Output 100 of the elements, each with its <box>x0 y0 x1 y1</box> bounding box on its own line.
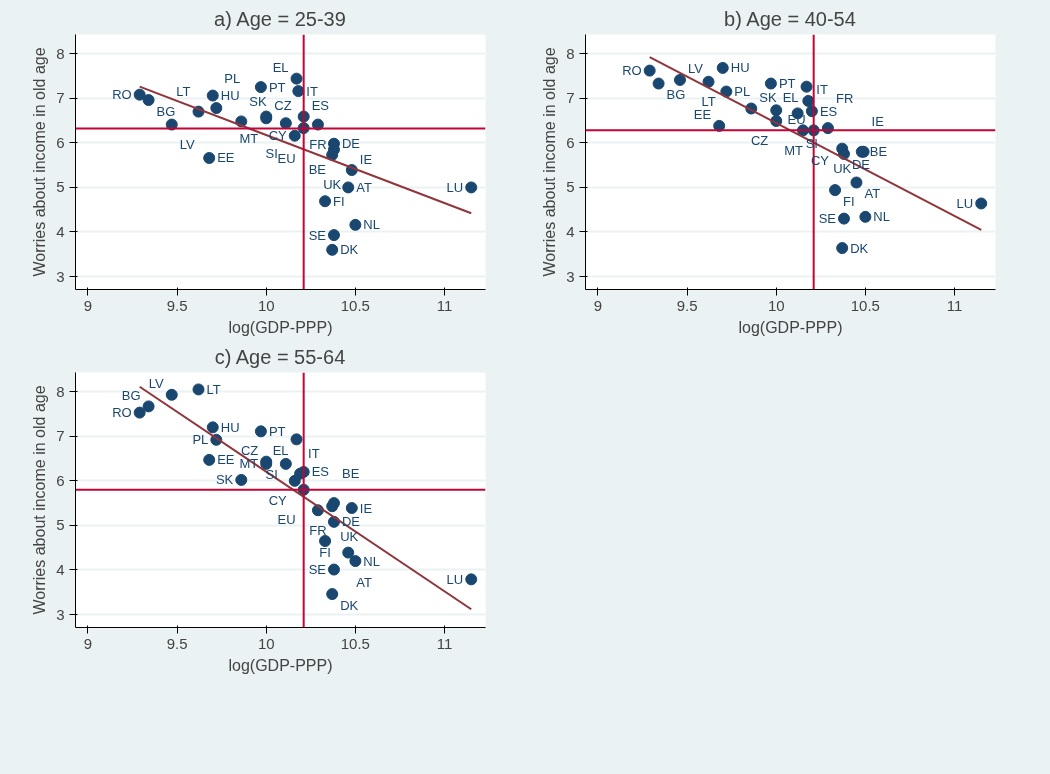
annotation: IT <box>306 83 318 99</box>
annotation: CZ <box>240 443 259 459</box>
annotation: RO <box>622 63 642 79</box>
annotation: PT <box>268 79 286 95</box>
annotation: FI <box>333 193 345 209</box>
x-tick-label: 10.5 <box>340 296 370 314</box>
annotation: LU <box>956 195 974 211</box>
annotation: BG <box>121 387 141 403</box>
annotation: DK <box>340 242 359 258</box>
annotation: ES <box>311 98 330 114</box>
annotation: SK <box>759 90 777 105</box>
x-tick-label: 9.5 <box>676 296 698 314</box>
annotation: ES <box>311 464 330 480</box>
y-tick-label: 4 <box>56 222 65 240</box>
annotation: BE <box>869 144 888 160</box>
annotation: SE <box>308 227 327 243</box>
annotation: PT <box>778 76 796 92</box>
annotation: EL <box>272 60 289 76</box>
annotation: EE <box>217 452 235 468</box>
annotation: DE <box>341 514 361 530</box>
y-tick-label: 6 <box>56 471 65 489</box>
annotation: FR <box>309 137 327 153</box>
annotation: HU <box>220 419 240 435</box>
annotation: DK <box>340 597 359 613</box>
annotation: IE <box>871 114 885 130</box>
annotation: SK <box>249 93 267 109</box>
annotation: BG <box>156 103 176 119</box>
y-tick-label: 7 <box>566 89 575 107</box>
x-tick-label: 10.5 <box>340 634 370 652</box>
annotation: LU <box>446 179 464 195</box>
y-axis-title: Worries about income in old age <box>31 385 49 615</box>
annotation: EE <box>693 107 712 123</box>
y-tick-label: 3 <box>56 605 65 623</box>
y-tick-label: 8 <box>56 382 65 400</box>
annotation: PT <box>268 423 286 439</box>
annotation: BE <box>308 162 327 178</box>
x-tick-label: 9 <box>83 634 93 652</box>
y-tick-label: 4 <box>56 560 65 578</box>
y-tick-label: 3 <box>566 267 575 285</box>
y-tick-label: 5 <box>56 178 65 196</box>
y-tick-label: 8 <box>56 44 65 62</box>
x-tick-label: 10.5 <box>850 296 880 314</box>
annotation: ES <box>819 103 838 119</box>
x-tick-label: 9.5 <box>166 634 188 652</box>
annotation: LT <box>176 84 191 100</box>
x-axis-title: log(GDP-PPP) <box>228 318 333 336</box>
x-tick-label: 9 <box>83 296 93 314</box>
y-axis-title: Worries about income in old age <box>31 47 49 277</box>
chart-title: b) Age = 40-54 <box>724 7 856 30</box>
annotation: EU <box>277 512 296 528</box>
annotation: PL <box>224 70 241 86</box>
annotation: FR <box>835 90 854 106</box>
annotation: NL <box>873 209 890 225</box>
annotation: MT <box>239 130 259 146</box>
annotation: FI <box>319 544 331 560</box>
annotation: HU <box>220 88 240 104</box>
annotation: CZ <box>274 98 292 114</box>
annotation: IT <box>308 446 320 462</box>
x-tick-label: 11 <box>436 296 453 314</box>
y-tick-label: 5 <box>566 178 575 196</box>
x-axis-title: log(GDP-PPP) <box>228 656 333 674</box>
y-tick-label: 7 <box>56 89 65 107</box>
y-tick-label: 6 <box>56 133 65 151</box>
annotation: LV <box>687 61 704 77</box>
annotation: IT <box>816 82 828 98</box>
annotation: RO <box>112 87 132 103</box>
x-tick-label: 10 <box>257 296 275 314</box>
chart-title: c) Age = 55-64 <box>214 345 346 368</box>
annotation: SE <box>818 211 837 227</box>
annotation: NL <box>363 217 380 233</box>
y-tick-label: 4 <box>566 222 575 240</box>
annotation: LV <box>179 137 196 153</box>
x-tick-label: 11 <box>946 296 963 314</box>
x-tick-label: 10 <box>767 296 785 314</box>
annotation: SE <box>308 562 327 578</box>
annotation: DK <box>850 240 869 256</box>
annotation: FI <box>843 193 855 209</box>
annotation: IE <box>359 151 373 167</box>
annotation: LV <box>148 376 165 392</box>
annotation: NL <box>363 553 380 569</box>
annotation: AT <box>864 186 881 202</box>
x-tick-label: 9 <box>593 296 603 314</box>
annotation: UK <box>323 177 342 193</box>
annotation: EL <box>272 442 289 458</box>
y-tick-label: 3 <box>56 267 65 285</box>
annotation: UK <box>340 528 359 544</box>
annotation: IE <box>359 500 373 516</box>
annotation: PL <box>192 432 209 448</box>
annotation: EU <box>277 150 296 166</box>
x-axis-title: log(GDP-PPP) <box>738 318 843 336</box>
annotation: CZ <box>750 132 769 148</box>
annotation: UK <box>833 161 852 177</box>
annotation: LT <box>206 381 221 397</box>
y-tick-label: 6 <box>566 133 575 151</box>
annotation: CY <box>268 493 288 509</box>
x-tick-label: 11 <box>436 634 453 652</box>
x-tick-label: 10 <box>257 634 275 652</box>
annotation: BG <box>666 87 686 103</box>
y-tick-label: 5 <box>56 516 65 534</box>
y-tick-label: 8 <box>566 44 575 62</box>
